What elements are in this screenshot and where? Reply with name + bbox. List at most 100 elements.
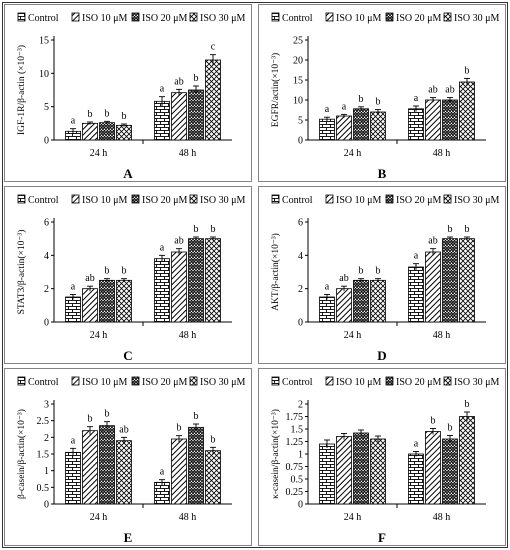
legend: Control ISO 10 μM ISO 20 μM ISO 30 μM <box>271 376 499 388</box>
y-tick-label: 2 <box>298 400 303 411</box>
bar-iso-20-m-24h <box>353 108 369 141</box>
chart-panel-d: Control ISO 10 μM ISO 20 μM ISO 30 μM AKT/β-… <box>258 186 506 364</box>
y-axis-label: κ-casein/β-actin(×10⁻³) <box>270 409 281 499</box>
panel-letter: D <box>377 348 386 363</box>
panel-letter: A <box>123 166 133 181</box>
y-tick-label: 2.5 <box>37 416 50 427</box>
x-category-label: 24 h <box>90 512 108 523</box>
panel-border <box>4 368 252 546</box>
y-tick-label: 0 <box>298 500 303 511</box>
bar-iso-30-m-48h <box>459 238 475 323</box>
significance-letter: a <box>160 467 165 478</box>
y-tick-label: 20 <box>293 56 303 67</box>
bar-iso-30-m-24h <box>116 124 132 141</box>
y-tick-label: 2 <box>44 284 49 295</box>
legend-swatch <box>131 376 140 386</box>
bar-control-48h <box>408 266 424 323</box>
legend-label: ISO 30 μM <box>200 377 245 388</box>
legend: Control ISO 10 μM ISO 20 μM ISO 30 μM <box>17 194 245 206</box>
legend-label: ISO 10 μM <box>336 13 381 24</box>
bar-iso-10-m-24h <box>82 288 98 323</box>
bar-iso-30-m-24h <box>116 440 132 505</box>
significance-letter: b <box>448 224 453 235</box>
legend-swatch <box>443 12 452 22</box>
y-tick-label: 6 <box>44 218 49 229</box>
significance-letter: b <box>105 108 110 119</box>
bar-iso-20-m-48h <box>188 89 204 141</box>
panel-border <box>4 4 252 182</box>
y-tick-label: 0.5 <box>37 483 50 494</box>
y-tick-label: 1.5 <box>37 450 50 461</box>
significance-letter: a <box>414 439 419 450</box>
significance-letter: ab <box>428 236 437 247</box>
significance-letter: b <box>465 224 470 235</box>
bar-control-48h <box>408 108 424 141</box>
y-tick-label: 10 <box>293 96 303 107</box>
legend-swatch <box>17 376 26 386</box>
legend-label: ISO 20 μM <box>396 13 441 24</box>
bar-iso-20-m-48h <box>442 99 458 141</box>
significance-letter: a <box>160 242 165 253</box>
bar-iso-10-m-24h <box>336 288 352 323</box>
bar-iso-10-m-48h <box>171 438 187 505</box>
legend-swatch <box>385 12 394 22</box>
x-category-label: 48 h <box>179 330 197 341</box>
y-tick-label: 2 <box>44 433 49 444</box>
legend-swatch <box>443 194 452 204</box>
legend-swatch <box>189 376 198 386</box>
y-tick-label: 6 <box>298 218 303 229</box>
bar-iso-30-m-48h <box>459 81 475 141</box>
significance-letter: b <box>376 266 381 277</box>
x-category-label: 24 h <box>90 330 108 341</box>
x-category-label: 24 h <box>90 148 108 159</box>
y-tick-label: 0.5 <box>291 475 304 486</box>
legend-swatch <box>189 12 198 22</box>
legend-label: ISO 20 μM <box>396 195 441 206</box>
chart-panel-e: Control ISO 10 μM ISO 20 μM ISO 30 μM β-case… <box>4 368 252 546</box>
bar-iso-30-m-24h <box>370 279 386 323</box>
bar-control-24h <box>319 296 335 323</box>
legend-swatch <box>71 194 80 204</box>
significance-letter: b <box>465 65 470 76</box>
legend-swatch <box>131 194 140 204</box>
x-category-label: 48 h <box>179 512 197 523</box>
significance-letter: b <box>105 409 110 420</box>
legend: Control ISO 10 μM ISO 20 μM ISO 30 μM <box>271 194 499 206</box>
significance-letter: b <box>431 416 436 427</box>
chart-panel-c: Control ISO 10 μM ISO 20 μM ISO 30 μM STAT3/… <box>4 186 252 364</box>
chart-panel-f: Control ISO 10 μM ISO 20 μM ISO 30 μM κ-case… <box>258 368 506 546</box>
bar-iso-30-m-48h <box>205 238 221 323</box>
x-category-label: 48 h <box>433 330 451 341</box>
significance-letter: ab <box>445 85 454 96</box>
bar-iso-10-m-48h <box>171 92 187 141</box>
y-tick-label: 0 <box>44 500 49 511</box>
legend-label: Control <box>282 195 313 206</box>
bar-iso-30-m-48h <box>205 450 221 505</box>
y-tick-label: 10 <box>39 69 49 80</box>
legend: Control ISO 10 μM ISO 20 μM ISO 30 μM <box>271 12 499 24</box>
legend-label: ISO 10 μM <box>82 195 127 206</box>
significance-letter: ab <box>174 76 183 87</box>
panel-border <box>258 368 506 546</box>
y-tick-label: 0 <box>44 136 49 147</box>
significance-letter: ab <box>428 85 437 96</box>
x-category-label: 48 h <box>433 148 451 159</box>
bar-iso-10-m-24h <box>336 436 352 505</box>
bar-iso-20-m-48h <box>188 238 204 323</box>
panel-letter: F <box>378 530 386 545</box>
legend-swatch <box>131 12 140 22</box>
y-tick-label: 1.25 <box>286 437 304 448</box>
x-category-label: 48 h <box>433 512 451 523</box>
legend-swatch <box>271 376 280 386</box>
panel-border <box>258 4 506 182</box>
legend-swatch <box>17 194 26 204</box>
legend-label: ISO 10 μM <box>82 377 127 388</box>
bar-iso-20-m-48h <box>442 238 458 323</box>
legend-swatch <box>271 194 280 204</box>
bar-control-48h <box>154 481 170 505</box>
legend-swatch <box>325 12 334 22</box>
bar-iso-30-m-24h <box>370 111 386 141</box>
bar-control-24h <box>319 443 335 505</box>
legend-label: ISO 30 μM <box>200 13 245 24</box>
